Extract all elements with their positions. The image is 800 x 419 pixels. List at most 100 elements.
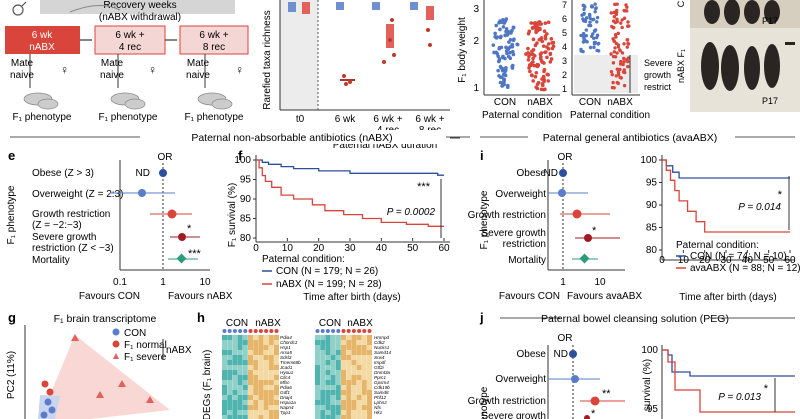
panel-k-ytick: 100 <box>640 155 657 166</box>
heatmap-cell <box>248 410 253 415</box>
heatmap-cell <box>351 370 357 375</box>
bw-nabx-point <box>542 69 546 74</box>
panel-c-xlabel: Paternal condition <box>482 110 562 121</box>
richness-boxes <box>288 2 434 86</box>
heatmap-cell <box>367 375 372 380</box>
heatmap-cell <box>367 380 372 385</box>
bw-con-point <box>491 43 496 47</box>
heatmap-cell <box>341 375 346 380</box>
sev-con-point <box>584 39 588 43</box>
sev-nabx-point <box>619 59 623 64</box>
heatmap-cell <box>315 415 320 419</box>
bw-nabx-point <box>536 80 541 85</box>
heatmap-cell <box>222 395 227 400</box>
heatmap-cell <box>237 385 243 390</box>
sev-con-point <box>584 28 589 32</box>
heatmap-cell <box>253 405 259 410</box>
heatmap-cell <box>263 360 269 365</box>
panel-k-pvalue: P = 0.014 <box>738 202 781 213</box>
heatmap-cell <box>232 400 238 405</box>
gene-label: Mfsc <box>280 380 290 385</box>
heatmap-cell <box>325 340 331 345</box>
heatmap-cell <box>335 405 341 410</box>
heatmap-cell <box>330 365 336 370</box>
panel-j-ylabel: phenotype <box>479 386 490 419</box>
heatmap-cell <box>351 340 357 345</box>
panel-f-xtick: 50 <box>407 243 419 254</box>
heatmap-group-dot <box>362 329 367 333</box>
bw-nabx-point <box>546 20 551 25</box>
heatmap-group-dot <box>336 329 341 333</box>
gene-label: Hnrnpd <box>374 335 390 340</box>
heatmap-cell <box>356 360 362 365</box>
panel-d-photo: P17 P17 C nABX F₁ <box>676 0 800 112</box>
heatmap-cell <box>237 380 243 385</box>
panel-k-xtick: 0 <box>659 255 665 266</box>
bw-con-point <box>501 25 506 29</box>
panel-c-xtick-con: CON <box>494 97 516 108</box>
panel-e-or-label: OR <box>158 152 173 163</box>
panel-f-ytick: 95 <box>240 175 252 186</box>
heatmap-cell <box>361 405 367 410</box>
heatmap-cell <box>232 405 238 410</box>
bw-nabx-point <box>539 51 544 55</box>
sev-nabx-point <box>619 21 623 25</box>
heatmap-cell <box>361 335 367 340</box>
panel-i: i OR F₁ phenotype Obese Overweight Growt… <box>468 148 643 302</box>
panel-c2-ytick-7: 7 <box>562 0 567 10</box>
photo-side-label-nabx: nABX F₁ <box>676 49 686 83</box>
gene-list-right: HnrnpdCdk2Nucks1Samd14Snx4ImpdlGtf2iDnmt… <box>374 335 392 415</box>
panel-f-ytick: 90 <box>240 194 252 205</box>
gene-label: Dnmt3a <box>374 370 391 375</box>
sev-nabx-point <box>611 80 615 85</box>
photo-side-label-con: C <box>676 0 686 7</box>
pca-normal-point <box>46 388 54 396</box>
heatmap-cell <box>222 400 227 405</box>
bw-nabx-point <box>531 37 536 42</box>
panel-k-xtick: 40 <box>742 255 754 266</box>
mate-label-1: Mate <box>11 58 34 69</box>
sev-nabx-point <box>611 54 616 59</box>
recovery-label: Recovery weeks <box>103 0 176 11</box>
j-row-obese: Obese <box>517 349 547 360</box>
sev-nabx-point <box>622 68 626 72</box>
panel-c2-ytick-2: 2 <box>562 70 567 80</box>
gene-label: Lphn2 <box>374 400 387 405</box>
heatmap-cell <box>237 415 243 419</box>
heatmap-cell <box>351 355 357 360</box>
heatmap-group-dot <box>351 329 356 333</box>
heatmap-cell <box>335 380 341 385</box>
favours-con-i: Favours CON <box>499 291 560 302</box>
heatmap-cell <box>315 390 320 395</box>
heatmap-cell <box>237 335 243 340</box>
panel-c2-ytick-4: 4 <box>562 42 567 52</box>
gene-label: Tpp1 <box>280 410 291 415</box>
heatmap-cell <box>346 360 352 365</box>
panel-c2: 7 6 5 4 3 2 1 Severe growth restrict CON… <box>562 0 673 121</box>
sev-nabx-point <box>625 9 629 13</box>
heatmap-cell <box>346 355 352 360</box>
sev-nabx-point <box>618 75 622 80</box>
sev-con-point <box>581 40 586 44</box>
heatmap-group-dot <box>258 329 263 333</box>
bw-con-point <box>497 58 502 63</box>
heatmap-cell <box>341 365 346 370</box>
gene-label: Arxa5 <box>279 350 292 355</box>
panel-c2-ytick-6: 6 <box>562 14 567 24</box>
heatmap-cell <box>222 360 227 365</box>
heatmap-cell <box>242 340 248 345</box>
bw-nabx-point <box>531 48 536 52</box>
bw-con-point <box>512 37 516 41</box>
heatmap-cell <box>242 350 248 355</box>
heatmap-group-dot <box>222 329 227 333</box>
heatmap-cell <box>263 365 269 370</box>
gene-label: Tmem68b <box>280 360 301 365</box>
heatmap-cell <box>361 345 367 350</box>
bw-con-point <box>506 47 510 52</box>
panel-b-xlabel: Paternal nABX duration <box>333 140 438 151</box>
bw-nabx-point <box>545 72 550 77</box>
sev-nabx-point <box>616 31 620 36</box>
row-growth-restriction: Growth restriction <box>32 209 110 220</box>
sev-con-point <box>591 32 595 36</box>
